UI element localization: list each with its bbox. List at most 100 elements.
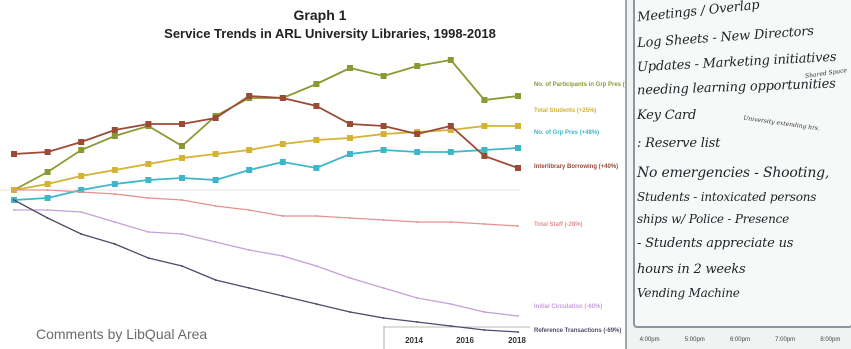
data-point [315, 215, 318, 217]
data-point [483, 223, 486, 225]
data-point [13, 199, 15, 201]
data-point [179, 155, 185, 161]
whiteboard-surface: Meetings / Overlap Log Sheets - New Dire… [633, 0, 851, 328]
line-chart: Graph 1 Service Trends in ARL University… [0, 7, 640, 349]
data-point [416, 297, 419, 299]
data-point [449, 325, 452, 327]
data-point [315, 303, 318, 305]
data-point [111, 133, 118, 139]
data-point [179, 175, 185, 181]
data-point [382, 219, 385, 221]
data-point [447, 57, 454, 63]
data-point [347, 121, 353, 127]
data-point [449, 303, 452, 305]
data-point [447, 149, 454, 155]
data-point [11, 151, 17, 157]
legend-label: Initial Circulation (-60%) [534, 304, 602, 310]
data-point [212, 115, 219, 121]
data-point [78, 139, 85, 145]
legend-layer: No. of Participants in Grp Pres (+53%) To… [534, 82, 640, 334]
data-point [111, 181, 118, 187]
data-point [13, 209, 15, 211]
data-point [80, 211, 83, 213]
data-point [515, 165, 521, 171]
data-point [517, 315, 519, 317]
wb-line: - Students appreciate us [637, 236, 794, 251]
data-point [111, 167, 118, 173]
data-point [147, 257, 150, 259]
data-point [517, 225, 519, 227]
time-label: 4:00pm [639, 337, 660, 343]
data-point [447, 123, 454, 129]
series-line [14, 209, 519, 317]
chart-panel: Graph 1 Service Trends in ARL University… [0, 7, 640, 349]
data-point [483, 311, 486, 313]
data-point [281, 295, 284, 297]
data-point [349, 311, 351, 313]
wb-line: Students - intoxicated persons [637, 190, 817, 204]
data-point [449, 221, 452, 223]
series-line [13, 199, 519, 333]
data-point [481, 97, 488, 103]
data-point [279, 159, 286, 165]
series-line [13, 95, 519, 169]
data-point [382, 287, 385, 289]
data-point [44, 149, 51, 155]
data-point [46, 209, 49, 211]
data-point [13, 189, 15, 191]
data-point [416, 321, 419, 323]
data-point [78, 173, 85, 179]
data-point [78, 187, 85, 193]
time-label: 6:00pm [729, 337, 750, 343]
data-point [147, 197, 150, 199]
data-point [447, 127, 454, 133]
data-point [281, 215, 284, 217]
data-point [347, 135, 353, 141]
series-line [14, 189, 519, 227]
data-point [315, 265, 318, 267]
legend-label: Total Students (+25%) [534, 108, 596, 114]
data-point [313, 81, 320, 87]
time-label: 7:00pm [775, 337, 796, 343]
data-point [349, 277, 351, 279]
time-label: 5:00pm [684, 337, 705, 343]
data-point [481, 153, 488, 159]
data-point [113, 221, 116, 223]
data-point [80, 233, 83, 235]
wb-line: Updates - Marketing initiatives [636, 49, 837, 76]
data-point [214, 241, 217, 243]
x-tick-label: 2018 [508, 336, 526, 345]
x-tick-label: 2014 [405, 336, 423, 345]
data-point [515, 123, 521, 129]
data-point [248, 287, 251, 289]
data-point [313, 165, 320, 171]
data-point [481, 123, 488, 129]
data-point [212, 151, 219, 157]
data-point [313, 103, 320, 109]
data-point [46, 217, 49, 219]
series-line [13, 59, 519, 191]
wb-note: University extending hrs. [742, 114, 821, 133]
data-point [281, 255, 284, 257]
legend-label: Reference Transactions (-69%) [534, 328, 621, 334]
data-point [145, 121, 152, 127]
data-point [248, 249, 251, 251]
data-point [80, 191, 83, 193]
data-point [481, 147, 488, 153]
data-point [44, 181, 51, 187]
legend-label: Total Staff (-28%) [534, 222, 583, 228]
whiteboard-photo: Meetings / Overlap Log Sheets - New Dire… [625, 0, 851, 349]
chart-title: Graph 1 [294, 7, 347, 23]
data-point [179, 143, 185, 149]
data-point [246, 167, 253, 173]
data-point [313, 137, 320, 143]
wb-line: : Reserve list [637, 136, 721, 151]
legend-label: No. of Grp Pres (+48%) [534, 130, 599, 136]
data-point [517, 331, 519, 333]
wb-line: No emergencies - Shooting, [637, 165, 830, 181]
data-point [349, 217, 351, 219]
series-layer [11, 57, 521, 333]
data-point [483, 329, 486, 331]
data-point [380, 131, 387, 137]
data-point [179, 121, 185, 127]
